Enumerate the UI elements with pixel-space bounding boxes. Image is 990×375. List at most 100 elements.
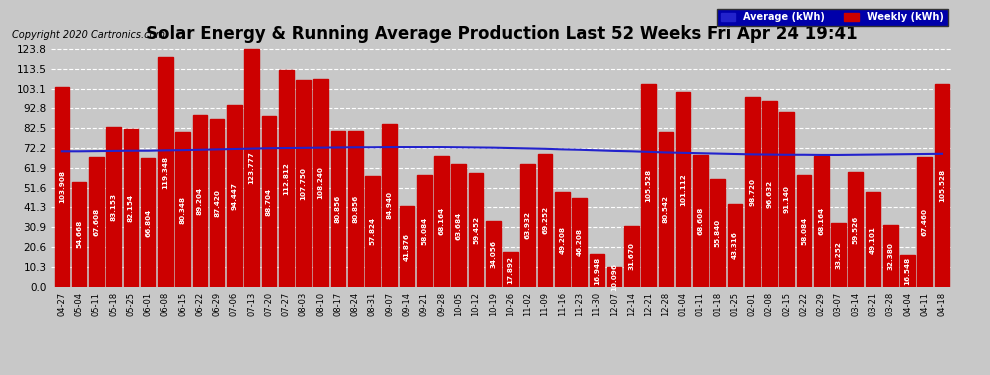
Text: 107.750: 107.750	[300, 167, 307, 200]
Bar	[279, 70, 293, 287]
Bar	[797, 175, 811, 287]
Bar	[624, 226, 639, 287]
Bar	[175, 132, 190, 287]
Text: 68.164: 68.164	[439, 207, 445, 236]
Text: 67.608: 67.608	[93, 208, 99, 236]
Text: 67.460: 67.460	[922, 208, 928, 236]
Text: 105.528: 105.528	[940, 169, 945, 202]
Text: 46.208: 46.208	[576, 228, 582, 256]
Bar	[935, 84, 949, 287]
Bar	[210, 119, 225, 287]
Text: 54.668: 54.668	[76, 220, 82, 248]
Bar	[296, 80, 311, 287]
Bar	[642, 84, 656, 287]
Bar	[503, 252, 518, 287]
Text: 58.084: 58.084	[801, 217, 807, 245]
Text: 49.101: 49.101	[870, 226, 876, 254]
Text: 80.856: 80.856	[352, 195, 358, 223]
Bar	[572, 198, 587, 287]
Bar	[832, 223, 845, 287]
Text: 16.948: 16.948	[594, 256, 600, 285]
Bar	[89, 157, 104, 287]
Text: 103.908: 103.908	[58, 171, 64, 204]
Text: 123.777: 123.777	[248, 152, 254, 184]
Text: 69.252: 69.252	[543, 206, 548, 234]
Text: Copyright 2020 Cartronics.com: Copyright 2020 Cartronics.com	[12, 30, 165, 40]
Text: 55.840: 55.840	[715, 219, 721, 247]
Text: 68.164: 68.164	[818, 207, 825, 236]
Bar	[676, 92, 690, 287]
Text: 83.153: 83.153	[111, 193, 117, 221]
Text: 34.056: 34.056	[490, 240, 496, 268]
Text: 59.526: 59.526	[852, 216, 858, 244]
Bar	[900, 255, 915, 287]
Text: 112.812: 112.812	[283, 162, 289, 195]
Text: 33.252: 33.252	[836, 241, 842, 269]
Text: 94.447: 94.447	[232, 182, 238, 210]
Text: 43.316: 43.316	[732, 231, 738, 259]
Bar	[865, 192, 880, 287]
Text: 59.452: 59.452	[473, 216, 479, 244]
Bar	[227, 105, 242, 287]
Legend: Average (kWh), Weekly (kWh): Average (kWh), Weekly (kWh)	[717, 9, 947, 26]
Text: 101.112: 101.112	[680, 173, 686, 206]
Text: 88.704: 88.704	[266, 188, 272, 216]
Bar	[538, 154, 552, 287]
Text: 41.876: 41.876	[404, 232, 410, 261]
Text: 91.140: 91.140	[784, 185, 790, 213]
Bar	[106, 127, 121, 287]
Bar	[141, 158, 155, 287]
Bar	[762, 101, 777, 287]
Text: 98.720: 98.720	[749, 178, 755, 206]
Bar	[711, 180, 725, 287]
Text: 31.670: 31.670	[629, 243, 635, 270]
Text: 10.096: 10.096	[611, 263, 617, 291]
Text: 105.528: 105.528	[645, 169, 651, 202]
Text: 108.240: 108.240	[318, 166, 324, 199]
Bar	[744, 97, 759, 287]
Text: 57.824: 57.824	[369, 217, 375, 245]
Bar	[883, 225, 898, 287]
Bar	[124, 129, 139, 287]
Bar	[314, 79, 328, 287]
Text: 80.348: 80.348	[179, 196, 186, 223]
Text: 49.208: 49.208	[559, 225, 565, 254]
Text: 16.548: 16.548	[905, 257, 911, 285]
Text: 17.892: 17.892	[508, 256, 514, 284]
Text: 66.804: 66.804	[146, 209, 151, 237]
Text: 32.380: 32.380	[887, 242, 893, 270]
Bar	[71, 182, 86, 287]
Bar	[400, 206, 415, 287]
Bar	[728, 204, 742, 287]
Bar	[365, 176, 380, 287]
Bar	[486, 221, 501, 287]
Bar	[331, 131, 346, 287]
Text: 119.348: 119.348	[162, 156, 168, 189]
Title: Solar Energy & Running Average Production Last 52 Weeks Fri Apr 24 19:41: Solar Energy & Running Average Productio…	[147, 24, 857, 42]
Bar	[658, 132, 673, 287]
Bar	[589, 254, 604, 287]
Text: 80.542: 80.542	[663, 195, 669, 223]
Bar	[347, 131, 362, 287]
Bar	[693, 155, 708, 287]
Text: 58.084: 58.084	[422, 217, 428, 245]
Bar	[607, 267, 622, 287]
Bar	[245, 49, 259, 287]
Bar	[193, 116, 207, 287]
Bar	[918, 157, 933, 287]
Bar	[417, 175, 432, 287]
Text: 87.420: 87.420	[214, 189, 220, 217]
Bar	[848, 172, 863, 287]
Text: 63.932: 63.932	[525, 211, 531, 239]
Text: 80.856: 80.856	[335, 195, 341, 223]
Bar	[435, 156, 448, 287]
Bar	[54, 87, 69, 287]
Bar	[555, 192, 569, 287]
Bar	[261, 116, 276, 287]
Text: 63.684: 63.684	[455, 211, 461, 240]
Text: 84.940: 84.940	[387, 191, 393, 219]
Bar	[521, 164, 536, 287]
Text: 89.204: 89.204	[197, 187, 203, 215]
Bar	[451, 164, 466, 287]
Bar	[382, 123, 397, 287]
